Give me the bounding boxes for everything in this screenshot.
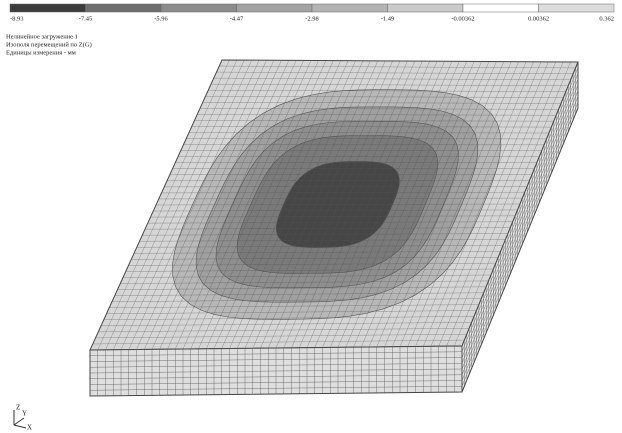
screenshot: -8.93 -7.45 -5.96 -4.47 -2.98 -1.49 -0.00362 0.… bbox=[0, 0, 622, 433]
y-axis bbox=[14, 418, 24, 425]
x-axis bbox=[14, 425, 26, 428]
scale-label: -7.45 bbox=[79, 15, 93, 22]
info-line: Нелинейное загружение 1 bbox=[6, 33, 78, 40]
scale-segment bbox=[161, 4, 237, 12]
info-line: Единицы измерения - мм bbox=[6, 49, 76, 56]
scale-label: -8.93 bbox=[10, 15, 24, 22]
color-scale: -8.93 -7.45 -5.96 -4.47 -2.98 -1.49 -0.00362 0.… bbox=[10, 4, 614, 22]
axis-label: Z bbox=[16, 404, 20, 412]
scale-segment bbox=[388, 4, 464, 12]
scale-label: -1.49 bbox=[381, 15, 395, 22]
axis-label: Y bbox=[22, 410, 27, 418]
scale-segment bbox=[10, 4, 86, 12]
scale-segment bbox=[539, 4, 615, 12]
scale-segment bbox=[463, 4, 539, 12]
axis-label: X bbox=[27, 424, 32, 432]
scale-label: 0.00362 bbox=[528, 15, 549, 22]
scale-label: -4.47 bbox=[230, 15, 244, 22]
plate-model bbox=[90, 60, 578, 396]
scale-segment bbox=[86, 4, 162, 12]
model-view: -8.93 -7.45 -5.96 -4.47 -2.98 -1.49 -0.00362 0.… bbox=[0, 0, 622, 433]
axis-triad: Z Y X bbox=[14, 404, 32, 432]
scale-label: -2.98 bbox=[305, 15, 319, 22]
scale-segment bbox=[237, 4, 313, 12]
info-line: Изополя перемещений по Z(G) bbox=[6, 41, 92, 48]
scale-label: -0.00362 bbox=[451, 15, 474, 22]
scale-segment bbox=[312, 4, 388, 12]
scale-label: -5.96 bbox=[154, 15, 168, 22]
scale-label: 0.362 bbox=[599, 15, 614, 22]
